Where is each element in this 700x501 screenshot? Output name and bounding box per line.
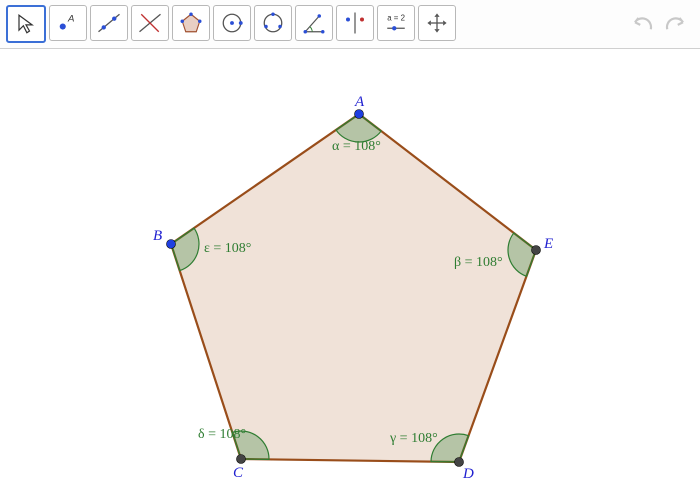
angle-label-C: δ = 108° <box>198 427 246 443</box>
angle-label-B: ε = 108° <box>204 241 251 257</box>
angle-label-E: β = 108° <box>454 255 503 271</box>
geometry-canvas[interactable]: A B C D Eα = 108° ε = 108° δ = 108° γ = 108° β =… <box>0 49 700 501</box>
tool-circle-center[interactable] <box>213 5 251 41</box>
undo-icon[interactable] <box>628 12 656 36</box>
tool-line[interactable] <box>90 5 128 41</box>
vertex-label-E: E <box>544 236 553 253</box>
vertex-label-A: A <box>355 94 364 111</box>
vertex-label-B: B <box>153 228 162 245</box>
tool-perpendicular[interactable] <box>131 5 169 41</box>
tool-reflect[interactable] <box>336 5 374 41</box>
tool-angle[interactable] <box>295 5 333 41</box>
svg-text:A: A <box>67 13 74 24</box>
angle-label-D: γ = 108° <box>390 431 438 447</box>
svg-text:a = 2: a = 2 <box>387 13 405 22</box>
undo-redo-group <box>628 12 690 36</box>
redo-icon[interactable] <box>662 12 690 36</box>
tool-circle-3pts[interactable] <box>254 5 292 41</box>
vertex-label-C: C <box>233 465 243 482</box>
tool-move[interactable] <box>6 5 46 43</box>
tool-move-view[interactable] <box>418 5 456 41</box>
vertex-label-D: D <box>463 466 474 483</box>
tool-point[interactable]: A <box>49 5 87 41</box>
tool-slider[interactable]: a = 2 <box>377 5 415 41</box>
angle-label-A: α = 108° <box>332 139 381 155</box>
toolbar: A a = 2 <box>0 0 700 49</box>
tool-group: A a = 2 <box>6 5 456 43</box>
tool-polygon[interactable] <box>172 5 210 41</box>
